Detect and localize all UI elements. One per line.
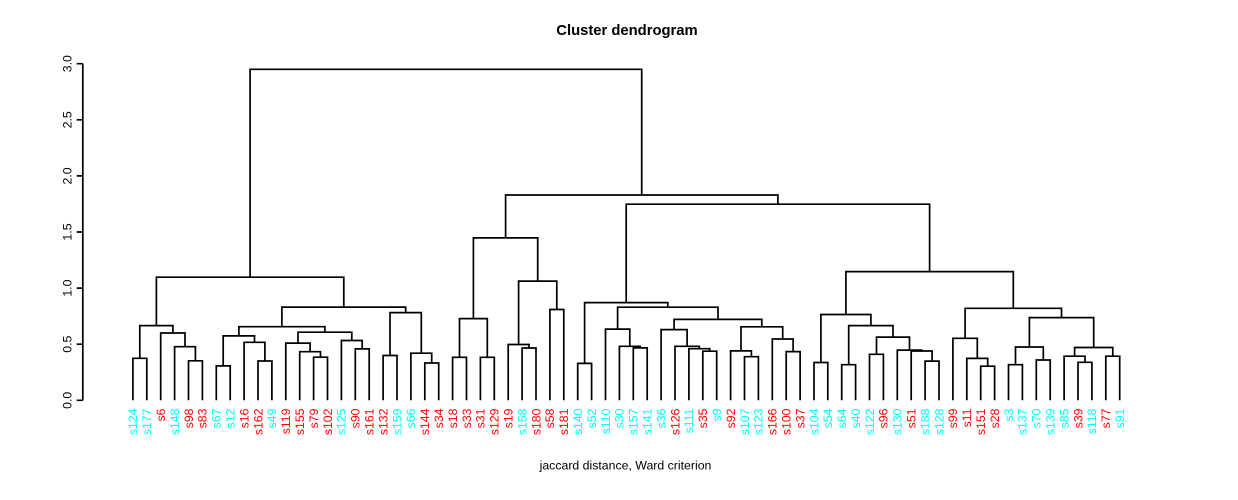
svg-text:s9: s9 <box>710 408 724 421</box>
svg-text:s180: s180 <box>529 408 543 435</box>
svg-text:s39: s39 <box>1071 408 1085 428</box>
svg-text:s3: s3 <box>1002 408 1016 421</box>
svg-text:s110: s110 <box>599 408 613 434</box>
svg-text:s144: s144 <box>418 408 432 435</box>
svg-text:s37: s37 <box>793 408 807 428</box>
svg-text:2.0: 2.0 <box>61 167 75 184</box>
svg-text:s49: s49 <box>265 408 279 428</box>
svg-text:s166: s166 <box>766 408 780 435</box>
svg-text:s141: s141 <box>641 408 655 435</box>
svg-text:s40: s40 <box>849 408 863 428</box>
svg-text:s162: s162 <box>251 408 265 435</box>
svg-text:s67: s67 <box>210 408 224 428</box>
svg-text:s31: s31 <box>474 408 488 428</box>
svg-text:s157: s157 <box>627 408 641 435</box>
svg-text:s90: s90 <box>349 408 363 428</box>
svg-text:s54: s54 <box>821 408 835 428</box>
svg-text:Cluster dendrogram: Cluster dendrogram <box>556 23 697 39</box>
svg-text:0.5: 0.5 <box>61 335 75 352</box>
svg-text:s140: s140 <box>571 408 585 435</box>
svg-text:s151: s151 <box>974 408 988 435</box>
svg-text:s52: s52 <box>585 408 599 428</box>
svg-text:1.0: 1.0 <box>61 279 75 296</box>
svg-text:s188: s188 <box>918 408 932 435</box>
svg-text:s77: s77 <box>1099 408 1113 428</box>
svg-text:s6: s6 <box>154 408 168 421</box>
svg-text:s119: s119 <box>279 408 293 434</box>
svg-text:s124: s124 <box>126 408 140 435</box>
svg-text:s12: s12 <box>224 408 238 428</box>
svg-text:s177: s177 <box>140 408 154 435</box>
svg-text:s100: s100 <box>780 408 794 435</box>
svg-text:s51: s51 <box>905 408 919 428</box>
svg-text:s66: s66 <box>404 408 418 428</box>
svg-text:s129: s129 <box>488 408 502 435</box>
svg-text:s130: s130 <box>891 408 905 435</box>
svg-text:s91: s91 <box>1113 408 1127 428</box>
svg-text:s92: s92 <box>724 408 738 428</box>
svg-text:s18: s18 <box>446 408 460 428</box>
svg-text:s102: s102 <box>321 408 335 435</box>
svg-text:s85: s85 <box>1057 408 1071 428</box>
svg-text:1.5: 1.5 <box>61 223 75 240</box>
svg-text:s11: s11 <box>960 408 974 427</box>
svg-text:s79: s79 <box>307 408 321 428</box>
svg-text:s122: s122 <box>863 408 877 435</box>
svg-text:0.0: 0.0 <box>61 392 75 409</box>
svg-text:s128: s128 <box>932 408 946 435</box>
svg-text:s34: s34 <box>432 408 446 428</box>
svg-text:s132: s132 <box>376 408 390 435</box>
svg-text:s111: s111 <box>682 408 696 433</box>
svg-text:s35: s35 <box>696 408 710 428</box>
svg-text:s33: s33 <box>460 408 474 428</box>
svg-text:s125: s125 <box>335 408 349 435</box>
svg-text:s58: s58 <box>543 408 557 428</box>
svg-text:s137: s137 <box>1016 408 1030 435</box>
svg-text:s161: s161 <box>363 408 377 435</box>
svg-text:3.0: 3.0 <box>61 55 75 72</box>
svg-text:s98: s98 <box>182 408 196 428</box>
svg-text:s30: s30 <box>613 408 627 428</box>
svg-text:s19: s19 <box>502 408 516 428</box>
svg-text:s181: s181 <box>557 408 571 435</box>
svg-text:s36: s36 <box>654 408 668 428</box>
svg-text:s70: s70 <box>1030 408 1044 428</box>
svg-text:s16: s16 <box>237 408 251 428</box>
svg-text:s139: s139 <box>1044 408 1058 435</box>
svg-text:s64: s64 <box>835 408 849 428</box>
svg-text:jaccard distance, Ward criteri: jaccard distance, Ward criterion <box>539 459 712 473</box>
svg-text:s126: s126 <box>668 408 682 435</box>
svg-text:s159: s159 <box>390 408 404 435</box>
svg-text:s107: s107 <box>738 408 752 435</box>
svg-text:s158: s158 <box>515 408 529 435</box>
svg-text:s123: s123 <box>752 408 766 435</box>
svg-text:2.5: 2.5 <box>61 111 75 128</box>
svg-text:s83: s83 <box>196 408 210 428</box>
svg-text:s99: s99 <box>946 408 960 428</box>
svg-text:s118: s118 <box>1085 408 1099 434</box>
svg-text:s155: s155 <box>293 408 307 435</box>
svg-text:s28: s28 <box>988 408 1002 428</box>
svg-text:s96: s96 <box>877 408 891 428</box>
svg-text:s148: s148 <box>168 408 182 435</box>
svg-text:s104: s104 <box>807 408 821 435</box>
